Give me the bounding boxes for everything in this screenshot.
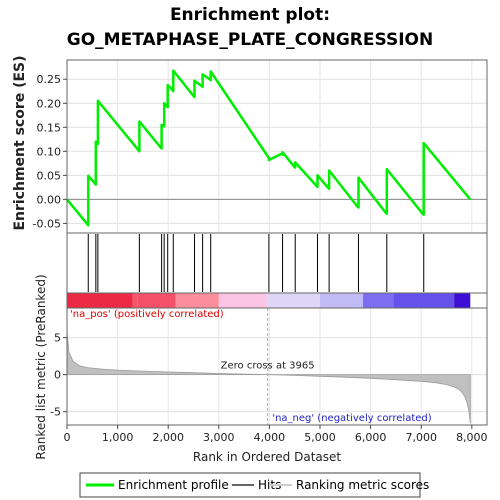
legend-label: Hits <box>258 478 281 492</box>
x-tick-label: 7,000 <box>405 431 437 444</box>
heatmap-segment <box>266 293 321 308</box>
es-y-tick-label: 0.10 <box>37 145 62 158</box>
x-tick-label: 8,000 <box>456 431 488 444</box>
ranking-metric-area <box>66 331 471 424</box>
es-y-tick-label: 0.05 <box>37 169 62 182</box>
x-tick-label: 6,000 <box>355 431 387 444</box>
x-tick-label: 5,000 <box>304 431 336 444</box>
es-y-tick-label: 0.00 <box>37 193 62 206</box>
metric-y-tick-label: -5 <box>50 406 61 419</box>
x-tick-label: 4,000 <box>254 431 286 444</box>
heatmap-segment <box>454 293 471 308</box>
legend-label: Ranking metric scores <box>296 478 429 492</box>
metric-y-tick-label: 5 <box>54 332 61 345</box>
x-tick-label: 0 <box>64 431 71 444</box>
legend: Enrichment profile Hits Ranking metric sco… <box>79 472 429 498</box>
es-y-tick-label: 0.15 <box>37 121 62 134</box>
x-axis-label: Rank in Ordered Dataset <box>193 450 341 464</box>
es-y-tick-label: -0.05 <box>33 217 61 230</box>
hits-panel <box>66 232 488 294</box>
hits-frame <box>66 232 488 294</box>
es-y-tick-label: 0.20 <box>37 97 62 110</box>
metric-y-tick-label: 0 <box>54 369 61 382</box>
es-panel: -0.05 0.00 0.05 0.10 0.15 0.20 0.25 <box>33 59 488 234</box>
heatmap-segment <box>137 293 176 308</box>
heatmap-segment <box>363 293 394 308</box>
es-y-axis-label: Enrichment score (ES) <box>12 55 28 230</box>
legend-box <box>79 472 421 498</box>
legend-label: Enrichment profile <box>118 478 229 492</box>
heatmap-segment <box>132 293 138 308</box>
heatmap-segment <box>67 293 133 308</box>
x-tick-label: 3,000 <box>203 431 235 444</box>
metric-frame <box>66 307 488 426</box>
zero-cross-label: Zero cross at 3965 <box>221 361 315 372</box>
heatmap-segment <box>175 293 219 308</box>
enrichment-profile-line <box>66 69 472 227</box>
chart-title-line1: Enrichment plot: <box>170 5 330 25</box>
metric-y-axis-label: Ranked list metric (PreRanked) <box>34 274 48 459</box>
es-y-tick-label: 0.25 <box>37 73 62 86</box>
metric-plot-area <box>67 308 487 425</box>
heatmap-segment <box>218 293 267 308</box>
chart-title-line2: GO_METAPHASE_PLATE_CONGRESSION <box>67 30 433 50</box>
heatmap-segment <box>393 293 455 308</box>
x-tick-label: 2,000 <box>152 431 184 444</box>
pos-correlated-label: 'na_pos' (positively correlated) <box>70 309 224 320</box>
heatmap-segment <box>320 293 364 308</box>
ranked-heatmap-bar <box>66 292 488 309</box>
neg-correlated-label: 'na_neg' (negatively correlated) <box>272 413 431 424</box>
x-tick-label: 1,000 <box>102 431 134 444</box>
